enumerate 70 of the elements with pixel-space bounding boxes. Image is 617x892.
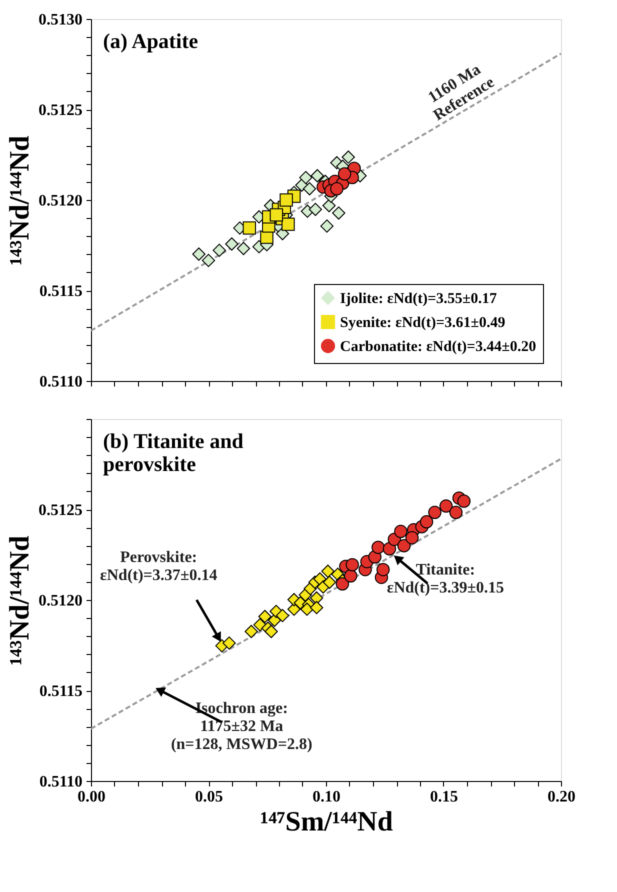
x-tick-label: 0.10 [312,788,340,806]
y-tick-label: 0.5120 [38,592,82,610]
point [338,167,352,181]
point [253,618,267,632]
y-tick-label: 0.5115 [39,283,82,300]
y-axis-title: ¹⁴³Nd/¹⁴⁴Nd [4,135,36,266]
x-tick-label: 0.20 [548,788,576,806]
point [310,591,324,605]
point [405,531,419,544]
y-axis-title: ¹⁴³Nd/¹⁴⁴Nd [4,535,36,666]
legend-label: Syenite: εNd(t)=3.61±0.49 [340,315,506,331]
point [282,218,295,231]
point [310,600,324,614]
point [397,539,411,552]
annotation: Titanite: εNd(t)=3.39±0.15 [386,561,504,596]
y-tick-label: 0.5110 [39,774,82,790]
point [236,242,250,256]
x-tick-label: 0.05 [195,788,223,806]
point [322,576,336,589]
point [346,558,359,572]
x-tick-label: 0.15 [430,788,458,806]
point [244,624,258,638]
x-tick-label: 0.00 [78,788,106,806]
point [308,202,322,216]
point [320,219,334,233]
point [376,562,390,576]
point [342,150,355,164]
point [202,254,216,268]
point [276,608,290,622]
point [222,636,236,650]
point [264,624,278,638]
point [225,237,238,251]
point [258,610,272,624]
point [439,499,453,513]
legend-label: Ijolite: εNd(t)=3.55±0.17 [340,291,498,307]
annotation: Isochron age: 1175±32 Ma (n=128, MSWD=2.8) [170,700,312,754]
y-tick-label: 0.5110 [39,374,82,390]
point [192,247,206,261]
point [212,244,226,257]
point [280,193,293,207]
point [344,569,358,583]
point [336,577,350,591]
annotation: Perovskite: εNd(t)=3.37±0.14 [100,548,218,584]
x-axis-title: ¹⁴⁷Sm/¹⁴⁴Nd [260,806,394,838]
text: (b) Titanite and perovskite [103,429,244,476]
y-tick-label: 0.5125 [38,102,82,119]
point [321,564,335,578]
point [310,169,324,182]
point [428,506,442,520]
y-tick-label: 0.5130 [38,12,82,28]
point [322,198,336,212]
point [302,182,316,196]
point [242,221,256,235]
point [287,602,301,616]
point [420,515,434,528]
point [457,494,471,508]
point [300,602,314,616]
y-tick-label: 0.5115 [39,683,82,700]
point [449,506,463,520]
point [372,540,385,554]
y-tick-label: 0.5120 [38,192,82,210]
point [270,208,284,222]
point [332,206,346,220]
y-tick-label: 0.5125 [38,502,82,519]
point [394,524,408,538]
point [382,542,396,556]
point [299,170,312,184]
legend-label: Carbonatite: εNd(t)=3.44±0.20 [340,339,536,355]
text: (a) Apatite [103,29,198,53]
point [330,182,344,196]
